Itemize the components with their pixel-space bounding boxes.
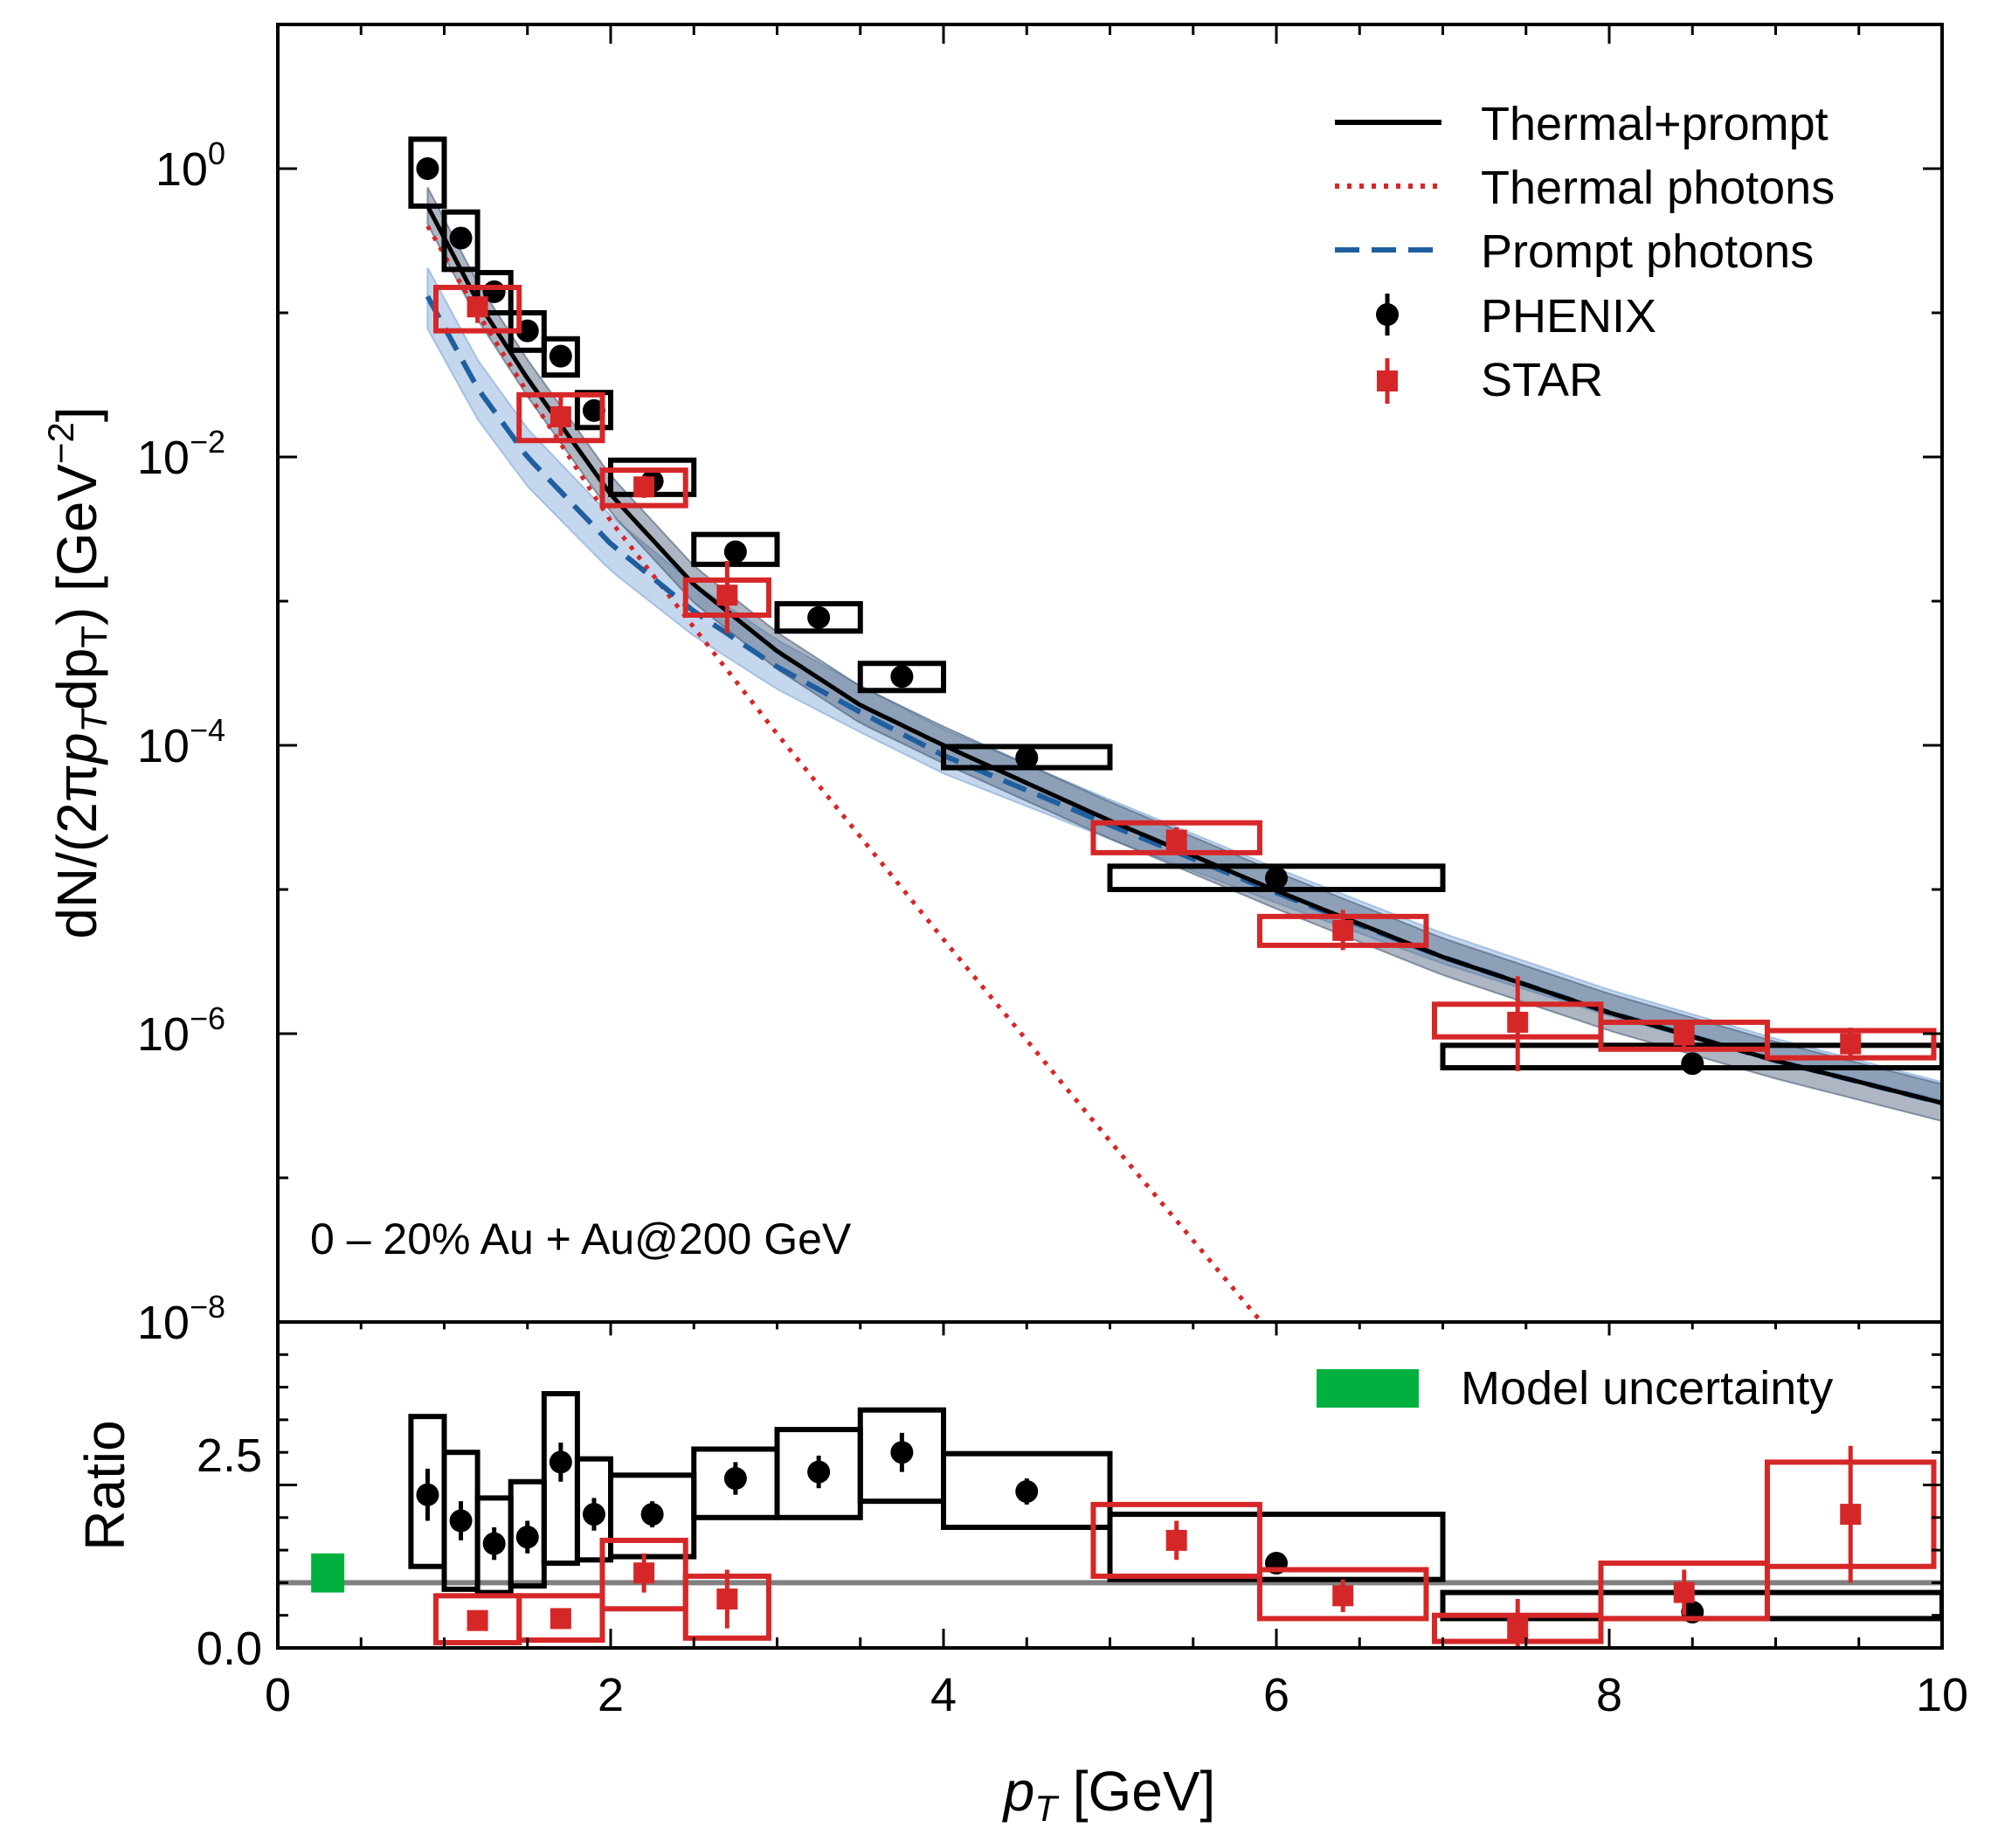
phenix-syst-box — [774, 600, 863, 634]
star-point — [1840, 1033, 1862, 1055]
main-legend: Thermal+prompt Thermal photons Prompt ph… — [1335, 98, 1835, 406]
xtick-label-4: 8 — [1596, 1669, 1622, 1721]
star-point — [716, 585, 738, 606]
legend-thermal-label: Thermal photons — [1481, 162, 1835, 214]
star-syst-box — [432, 284, 522, 334]
ratio-phenix-point — [482, 1532, 506, 1555]
star-syst-box — [599, 467, 688, 509]
prompt-photons-curve — [425, 294, 1942, 1106]
main-data-points — [408, 136, 1942, 1076]
ratio-y-tick-labels: 0.0 2.5 — [197, 1429, 262, 1675]
ratio-star-box — [1090, 1501, 1262, 1579]
main-ytick-label-2: 10−4 — [137, 712, 225, 772]
phenix-point — [1015, 746, 1039, 770]
star-point — [1332, 919, 1354, 941]
thermal-plus-prompt-curve — [425, 204, 1942, 1105]
phenix-point — [1681, 1052, 1704, 1076]
ratio-phenix-box — [1107, 1512, 1446, 1582]
legend-star-marker — [1377, 370, 1398, 391]
phenix-point — [1265, 866, 1288, 889]
ratio-phenix-point — [890, 1441, 914, 1464]
main-ytick-label-0: 100 — [156, 135, 225, 196]
main-ytick-label-4: 10−8 — [137, 1289, 225, 1349]
ratio-star-box — [1598, 1561, 1770, 1622]
main-panel-frame — [276, 23, 1944, 1324]
phenix-syst-box — [408, 136, 447, 209]
ratio-ytick-label-1: 2.5 — [197, 1429, 262, 1482]
ratio-phenix-point — [1015, 1479, 1039, 1503]
star-point — [1165, 829, 1187, 851]
ratio-phenix-point — [449, 1509, 473, 1533]
legend-model-uncertainty-swatch — [1317, 1369, 1419, 1408]
phenix-point — [890, 665, 914, 689]
xtick-label-1: 2 — [598, 1669, 624, 1721]
phenix-syst-box — [691, 531, 780, 567]
ratio-ytick-label-0: 0.0 — [197, 1623, 262, 1675]
legend-model-uncertainty-label: Model uncertainty — [1461, 1362, 1833, 1415]
legend-thermal-prompt-label: Thermal+prompt — [1481, 98, 1829, 150]
main-y-axis-title: dN/(2πpTdpT) [GeV−2] — [40, 406, 114, 938]
ratio-phenix-point — [549, 1450, 572, 1474]
main-uncertainty-bands — [426, 186, 1942, 1123]
legend-phenix-label: PHENIX — [1481, 290, 1656, 343]
phenix-syst-box — [441, 209, 480, 273]
phenix-syst-box — [474, 270, 514, 315]
star-point — [1507, 1011, 1529, 1033]
collision-annotation: 0 – 20% Au + Au@200 GeV — [310, 1215, 852, 1263]
ratio-phenix-point — [515, 1526, 539, 1549]
x-tick-labels: 0 2 4 6 8 10 — [265, 1669, 1968, 1721]
ratio-phenix-point — [640, 1503, 664, 1526]
phenix-syst-box — [1107, 863, 1446, 892]
legend-prompt-label: Prompt photons — [1481, 225, 1814, 278]
ratio-phenix-point — [807, 1460, 831, 1484]
phenix-point — [723, 540, 747, 564]
xtick-label-2: 4 — [930, 1669, 957, 1721]
legend-phenix-marker — [1376, 303, 1399, 326]
ratio-phenix-point — [723, 1467, 747, 1491]
xtick-label-5: 10 — [1916, 1669, 1968, 1721]
ratio-star-point — [1332, 1585, 1354, 1607]
ratio-star-point — [467, 1609, 488, 1631]
ratio-star-box — [1256, 1567, 1429, 1622]
main-ytick-label-3: 10−6 — [137, 1000, 225, 1061]
legend-star-label: STAR — [1481, 354, 1603, 406]
ratio-phenix-point — [582, 1503, 605, 1526]
prompt-uncertainty-band — [426, 266, 1942, 1101]
star-point — [467, 296, 488, 318]
phenix-syst-box — [857, 661, 946, 694]
phenix-point — [449, 226, 473, 250]
phenix-point — [807, 606, 831, 629]
ratio-star-point — [550, 1608, 571, 1630]
xtick-label-3: 6 — [1263, 1669, 1289, 1721]
ratio-legend: Model uncertainty — [1317, 1362, 1833, 1415]
x-axis-title: pT [GeV] — [1002, 1760, 1216, 1829]
ratio-phenix-box — [941, 1450, 1113, 1530]
xtick-label-0: 0 — [265, 1669, 291, 1721]
ratio-star-point — [1507, 1617, 1529, 1639]
star-point — [1673, 1024, 1695, 1046]
phenix-point — [582, 398, 605, 422]
main-ytick-label-1: 10−2 — [137, 424, 225, 484]
model-uncertainty-bar — [311, 1553, 345, 1593]
ratio-star-point — [716, 1588, 738, 1610]
phenix-point — [416, 157, 439, 180]
ratio-star-point — [1673, 1582, 1695, 1603]
star-point — [550, 406, 571, 428]
star-syst-box — [516, 391, 605, 444]
ratio-star-point — [1840, 1504, 1862, 1526]
phenix-point — [515, 319, 539, 343]
ratio-phenix-point — [416, 1483, 439, 1506]
star-point — [633, 476, 655, 498]
ratio-data-points — [278, 1391, 1942, 1648]
ratio-star-point — [1165, 1529, 1187, 1551]
axes-frames — [276, 23, 1944, 1650]
phenix-syst-box — [541, 336, 580, 378]
total-uncertainty-band — [426, 186, 1942, 1123]
main-y-tick-labels: 100 10−2 10−4 10−6 10−8 — [137, 135, 225, 1349]
phenix-point — [549, 344, 572, 368]
ratio-star-box — [516, 1593, 605, 1644]
ratio-star-point — [633, 1562, 655, 1584]
ratio-y-axis-title: Ratio — [73, 1420, 136, 1550]
